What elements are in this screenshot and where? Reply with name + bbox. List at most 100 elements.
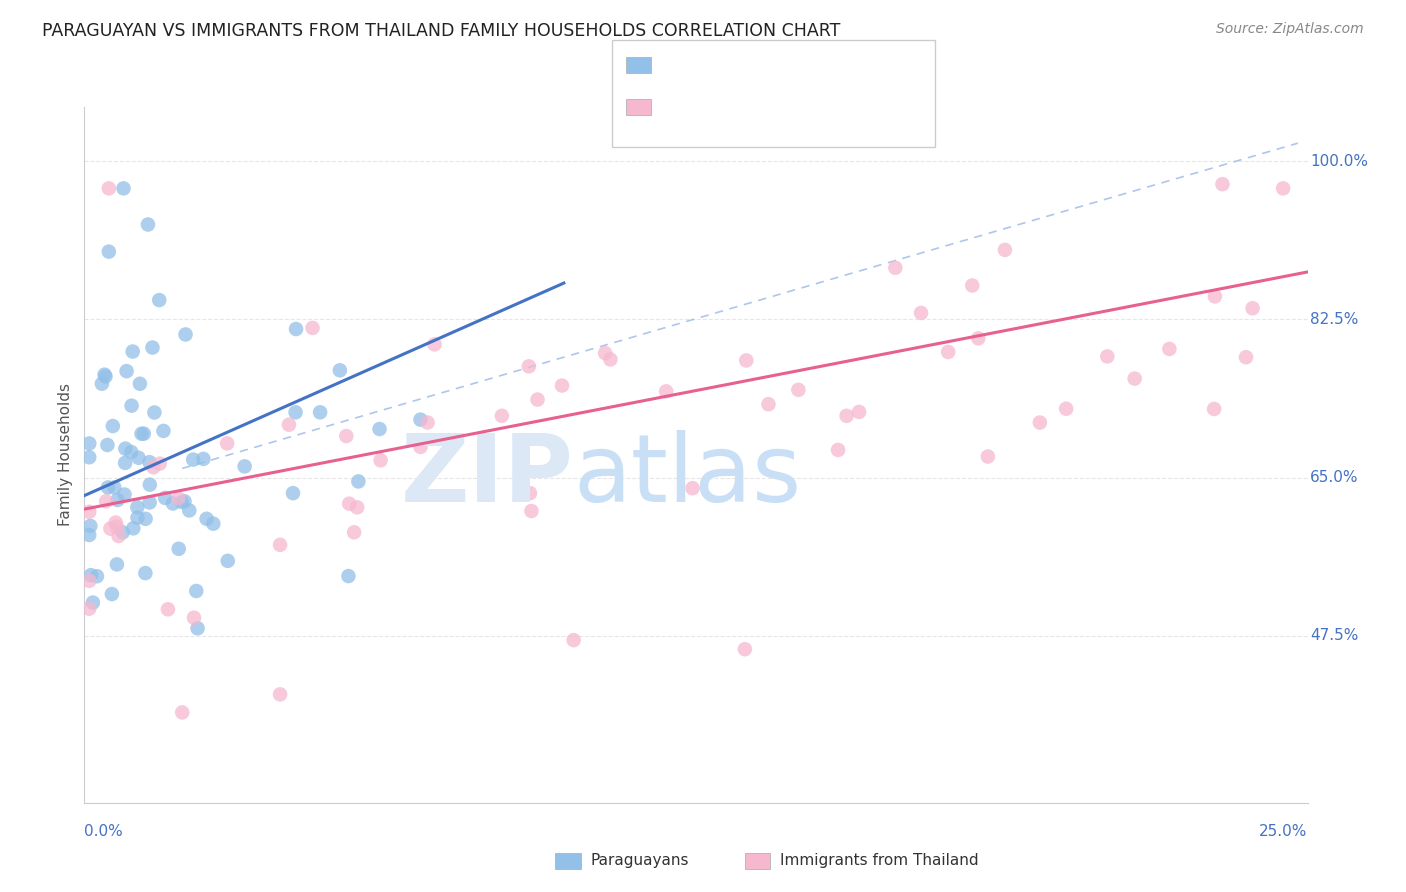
Point: [960, 278, 983, 293]
Point: [346, 500, 368, 515]
Point: [174, 327, 197, 342]
Point: [153, 491, 176, 505]
Point: [758, 397, 780, 411]
Point: [217, 554, 239, 568]
Point: [593, 346, 616, 360]
Point: [127, 450, 149, 465]
Point: [112, 181, 135, 195]
Point: [1159, 342, 1181, 356]
Point: [682, 481, 704, 495]
Point: [181, 452, 204, 467]
Point: [1211, 177, 1233, 191]
Point: [967, 331, 990, 345]
Point: [170, 495, 193, 509]
Point: [281, 486, 304, 500]
Point: [284, 405, 307, 419]
Point: [409, 440, 432, 454]
Text: 68: 68: [815, 56, 838, 74]
Point: [120, 445, 142, 459]
Point: [97, 244, 120, 259]
Point: [135, 512, 157, 526]
Point: [370, 453, 392, 467]
Text: Paraguayans: Paraguayans: [591, 854, 689, 868]
Point: [114, 456, 136, 470]
Point: [835, 409, 858, 423]
Point: [127, 500, 149, 515]
Point: [329, 363, 352, 377]
Point: [491, 409, 513, 423]
Point: [1234, 350, 1257, 364]
Point: [167, 541, 190, 556]
Point: [77, 528, 100, 542]
Point: [107, 529, 129, 543]
Text: R =: R =: [662, 98, 699, 116]
Point: [599, 352, 621, 367]
Point: [104, 516, 127, 530]
Point: [162, 496, 184, 510]
Point: [93, 368, 115, 382]
Point: [1029, 416, 1052, 430]
Point: [936, 345, 959, 359]
Point: [122, 521, 145, 535]
Point: [97, 181, 120, 195]
Text: 25.0%: 25.0%: [1260, 823, 1308, 838]
Point: [285, 322, 308, 336]
Point: [186, 584, 208, 599]
Point: [1241, 301, 1264, 316]
Point: [884, 260, 907, 275]
Point: [519, 486, 541, 500]
Point: [269, 687, 291, 701]
Point: [735, 353, 758, 368]
Point: [152, 424, 174, 438]
Point: [103, 481, 125, 495]
Point: [139, 477, 162, 491]
Point: [173, 494, 195, 508]
Point: [193, 451, 215, 466]
Point: [562, 633, 585, 648]
Point: [517, 359, 540, 374]
Point: [77, 505, 100, 519]
Point: [121, 399, 143, 413]
Point: [77, 436, 100, 450]
Point: [172, 706, 194, 720]
Point: [337, 497, 360, 511]
Point: [187, 621, 209, 635]
Point: [179, 503, 201, 517]
Point: [551, 378, 574, 392]
Point: [114, 487, 136, 501]
Point: [347, 475, 370, 489]
Point: [309, 405, 332, 419]
Point: [416, 416, 439, 430]
Text: N =: N =: [773, 98, 810, 116]
Point: [1204, 401, 1226, 416]
Point: [217, 436, 239, 450]
Point: [121, 344, 143, 359]
Point: [1272, 181, 1295, 195]
Point: [233, 459, 256, 474]
Point: [131, 426, 153, 441]
Point: [86, 569, 108, 583]
Point: [343, 525, 366, 540]
Point: [848, 405, 870, 419]
Point: [149, 457, 172, 471]
Text: 0.251: 0.251: [707, 56, 759, 74]
Point: [148, 293, 170, 307]
Text: atlas: atlas: [574, 430, 801, 522]
Point: [97, 480, 120, 494]
Point: [105, 558, 128, 572]
Point: [142, 460, 165, 475]
Point: [77, 450, 100, 465]
Point: [183, 611, 205, 625]
Point: [655, 384, 678, 399]
Point: [77, 574, 100, 588]
Point: [526, 392, 548, 407]
Point: [977, 450, 1000, 464]
Point: [734, 642, 756, 657]
Point: [129, 376, 152, 391]
Point: [337, 569, 360, 583]
Point: [1204, 289, 1226, 303]
Point: [195, 512, 218, 526]
Point: [409, 412, 432, 426]
Point: [1054, 401, 1077, 416]
Point: [82, 596, 104, 610]
